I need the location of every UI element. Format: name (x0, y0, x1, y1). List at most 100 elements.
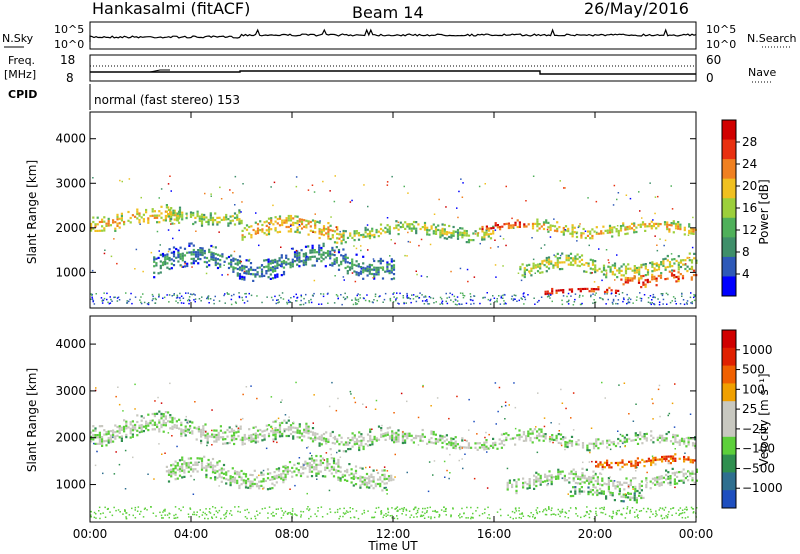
heatmap-cell (665, 473, 668, 477)
heatmap-cell (126, 300, 128, 302)
heatmap-cell (172, 472, 175, 475)
heatmap-cell (110, 298, 112, 301)
heatmap-cell (243, 227, 246, 230)
heatmap-cell (386, 224, 389, 227)
heatmap-cell (256, 227, 260, 230)
heatmap-cell (90, 438, 93, 441)
heatmap-cell (410, 223, 413, 226)
heatmap-cell (320, 249, 323, 252)
heatmap-cell (289, 230, 293, 233)
heatmap-cell (140, 428, 143, 431)
heatmap-cell (654, 456, 657, 459)
heatmap-cell (324, 466, 327, 469)
heatmap-cell (140, 196, 142, 199)
heatmap-cell (660, 514, 663, 517)
heatmap-cell (113, 238, 115, 240)
heatmap-cell (634, 462, 637, 465)
heatmap-cell (331, 430, 334, 434)
xtick-label: 12:00 (376, 527, 411, 541)
heatmap-cell (673, 474, 676, 477)
heatmap-cell (386, 261, 389, 264)
heatmap-cell (165, 204, 168, 207)
heatmap-cell (496, 224, 499, 227)
heatmap-cell (359, 484, 362, 487)
heatmap-cell (320, 443, 323, 446)
heatmap-cell (433, 460, 436, 462)
heatmap-cell (364, 231, 367, 234)
heatmap-cell (475, 510, 477, 512)
heatmap-cell (644, 229, 647, 232)
heatmap-cell (233, 212, 237, 215)
heatmap-cell (571, 235, 574, 238)
heatmap-cell (295, 474, 298, 477)
heatmap-cell (258, 485, 261, 488)
heatmap-cell (626, 506, 629, 508)
heatmap-cell (636, 442, 640, 445)
heatmap-cell (308, 301, 310, 304)
heatmap-cell (406, 255, 408, 257)
heatmap-cell (610, 479, 613, 482)
heatmap-cell (547, 226, 550, 229)
heatmap-cell (204, 423, 207, 426)
heatmap-cell (170, 258, 173, 261)
heatmap-cell (535, 509, 537, 511)
heatmap-cell (140, 296, 142, 298)
heatmap-cell (359, 297, 361, 299)
heatmap-cell (287, 426, 290, 429)
heatmap-cell (298, 256, 301, 259)
heatmap-cell (377, 266, 380, 269)
heatmap-cell (586, 287, 589, 290)
heatmap-cell (463, 512, 465, 515)
heatmap-cell (169, 382, 171, 385)
heatmap-cell (408, 510, 411, 512)
heatmap-cell (421, 511, 424, 513)
heatmap-cell (98, 442, 101, 445)
heatmap-cell (177, 249, 180, 252)
heatmap-cell (352, 484, 355, 487)
heatmap-cell (611, 228, 614, 231)
heatmap-cell (642, 496, 645, 499)
heatmap-cell (659, 415, 661, 418)
heatmap-cell (597, 463, 600, 466)
heatmap-cell (269, 266, 272, 269)
heatmap-cell (106, 292, 108, 295)
heatmap-cell (150, 251, 153, 254)
heatmap-cell (533, 297, 535, 299)
heatmap-cell (644, 279, 647, 282)
heatmap-cell (574, 470, 577, 474)
heatmap-cell (481, 236, 484, 239)
heatmap-cell (290, 297, 292, 299)
heatmap-cell (329, 263, 332, 266)
heatmap-cell (530, 269, 533, 272)
heatmap-cell (381, 424, 383, 427)
heatmap-cell (105, 433, 108, 436)
heatmap-cell (287, 434, 290, 438)
heatmap-cell (296, 215, 299, 218)
colorbar-swatch (722, 383, 736, 402)
heatmap-cell (191, 266, 193, 268)
heatmap-cell (147, 429, 150, 432)
heatmap-cell (260, 484, 263, 487)
heatmap-cell (499, 235, 502, 237)
heatmap-cell (626, 281, 630, 284)
heatmap-cell (523, 275, 526, 279)
heatmap-cell (262, 473, 265, 476)
heatmap-cell (263, 259, 266, 262)
heatmap-cell (380, 429, 383, 432)
heatmap-cell (342, 259, 345, 262)
heatmap-cell (666, 303, 668, 305)
heatmap-cell (278, 230, 282, 233)
heatmap-cell (467, 446, 470, 449)
heatmap-cell (456, 237, 460, 240)
heatmap-cell (488, 514, 490, 516)
heatmap-cell (224, 293, 226, 295)
heatmap-cell (588, 461, 591, 463)
heatmap-cell (166, 514, 169, 516)
heatmap-cell (476, 433, 478, 435)
heatmap-cell (470, 299, 472, 301)
heatmap-cell (161, 453, 163, 455)
heatmap-cell (238, 273, 242, 276)
heatmap-cell (246, 508, 248, 511)
heatmap-cell (171, 416, 174, 419)
